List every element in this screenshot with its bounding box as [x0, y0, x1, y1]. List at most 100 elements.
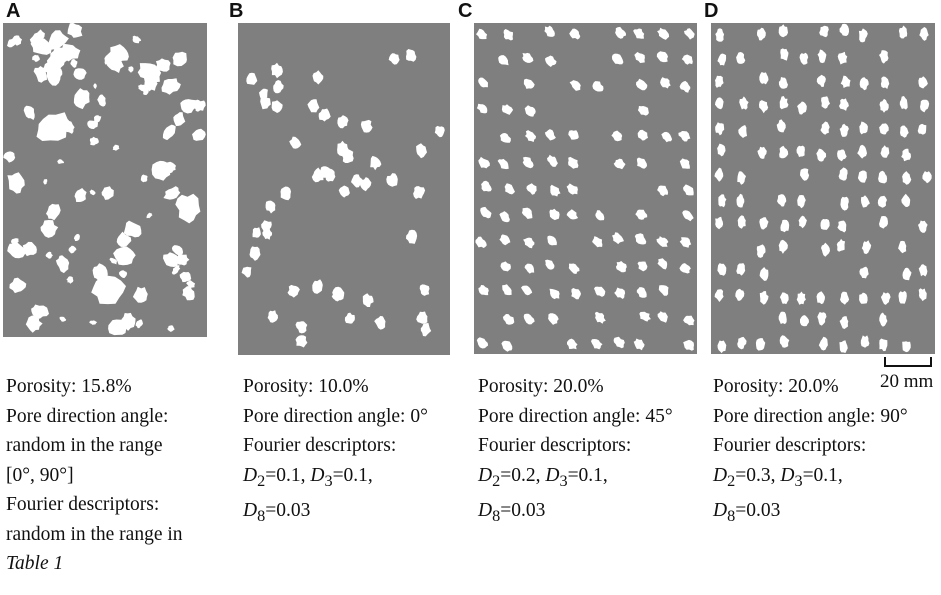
pore [23, 105, 35, 120]
pore [32, 54, 40, 62]
pore [819, 25, 829, 38]
pore [360, 177, 372, 192]
pore [344, 312, 355, 324]
pore [501, 340, 513, 352]
pore [478, 156, 490, 169]
pore [549, 208, 560, 221]
pore [307, 99, 320, 113]
pore [918, 220, 928, 233]
pore [497, 158, 509, 170]
pore [594, 311, 606, 324]
pore [143, 87, 149, 95]
pore-map-c [475, 25, 695, 352]
pore [799, 52, 809, 65]
pore [613, 336, 625, 349]
pore [880, 145, 890, 158]
pore [902, 267, 912, 281]
pore [116, 231, 132, 247]
pore [312, 70, 324, 85]
pore [839, 316, 849, 329]
pore [816, 148, 827, 162]
descriptor-d8: D8=0.03 [478, 499, 546, 525]
pore [9, 277, 27, 294]
pore [798, 215, 807, 229]
pore [31, 304, 49, 319]
pore [524, 263, 535, 274]
pore [544, 129, 556, 141]
pore [476, 337, 489, 349]
fourier-text: Fourier descriptors: [6, 494, 160, 515]
pore [678, 131, 691, 142]
pore-image-a [3, 23, 207, 337]
pore [566, 209, 579, 220]
pore [736, 263, 746, 276]
pore [880, 292, 891, 305]
pore [370, 155, 382, 171]
panel-label-d: D [704, 0, 719, 22]
pore [657, 258, 668, 270]
pore [759, 291, 769, 305]
pore [838, 167, 848, 181]
pore [611, 53, 624, 65]
fourier-text: Fourier descriptors: [243, 435, 397, 456]
pore [636, 78, 648, 91]
pore [295, 335, 308, 348]
pore [592, 236, 603, 248]
pore [901, 148, 911, 162]
pore [57, 159, 65, 164]
pore [503, 29, 513, 41]
pore [759, 100, 769, 114]
pore [901, 193, 911, 207]
pore [900, 125, 909, 138]
pore [635, 209, 648, 220]
pore [737, 215, 746, 229]
caption-b: Porosity: 10.0% Pore direction angle: 0°… [243, 372, 428, 531]
panel-label-c: C [458, 0, 473, 22]
pore [46, 203, 61, 221]
pore [902, 341, 911, 353]
pore [778, 311, 787, 325]
pore [797, 101, 807, 115]
pore [840, 291, 850, 305]
pore [74, 188, 87, 202]
pore [566, 183, 578, 195]
pore [840, 196, 849, 211]
pore [757, 146, 767, 159]
pore [172, 51, 187, 67]
pore [523, 237, 535, 249]
pore [499, 211, 510, 223]
pore [43, 179, 48, 185]
pore [614, 287, 626, 299]
pore [755, 338, 766, 351]
pore [682, 210, 694, 222]
pore [859, 292, 868, 304]
pore [800, 168, 810, 181]
pore [475, 236, 487, 248]
pore [135, 319, 143, 329]
pore [416, 311, 428, 324]
pore [714, 289, 724, 302]
pore [186, 280, 196, 289]
pore [312, 279, 323, 294]
pore [715, 97, 724, 110]
angle-range-text: [0°, 90°] [6, 464, 74, 486]
pore [681, 54, 693, 65]
pore [171, 245, 183, 258]
caption-a: Porosity: 15.8% Pore direction angle: ra… [6, 372, 183, 579]
angle-text: Pore direction angle: 90° [713, 405, 908, 427]
descriptor-d2-d3: D2=0.1, D3=0.1, [243, 464, 373, 490]
pore [922, 171, 932, 184]
pore [839, 98, 849, 111]
pore [89, 189, 96, 196]
pore [45, 251, 53, 259]
pore [820, 219, 830, 230]
pore [480, 206, 492, 219]
pore [167, 325, 175, 332]
pore [545, 55, 557, 67]
pore [175, 193, 201, 224]
pore [837, 149, 847, 162]
pore [683, 339, 694, 351]
pore [273, 80, 284, 94]
pore [595, 210, 605, 221]
pore [118, 270, 128, 279]
